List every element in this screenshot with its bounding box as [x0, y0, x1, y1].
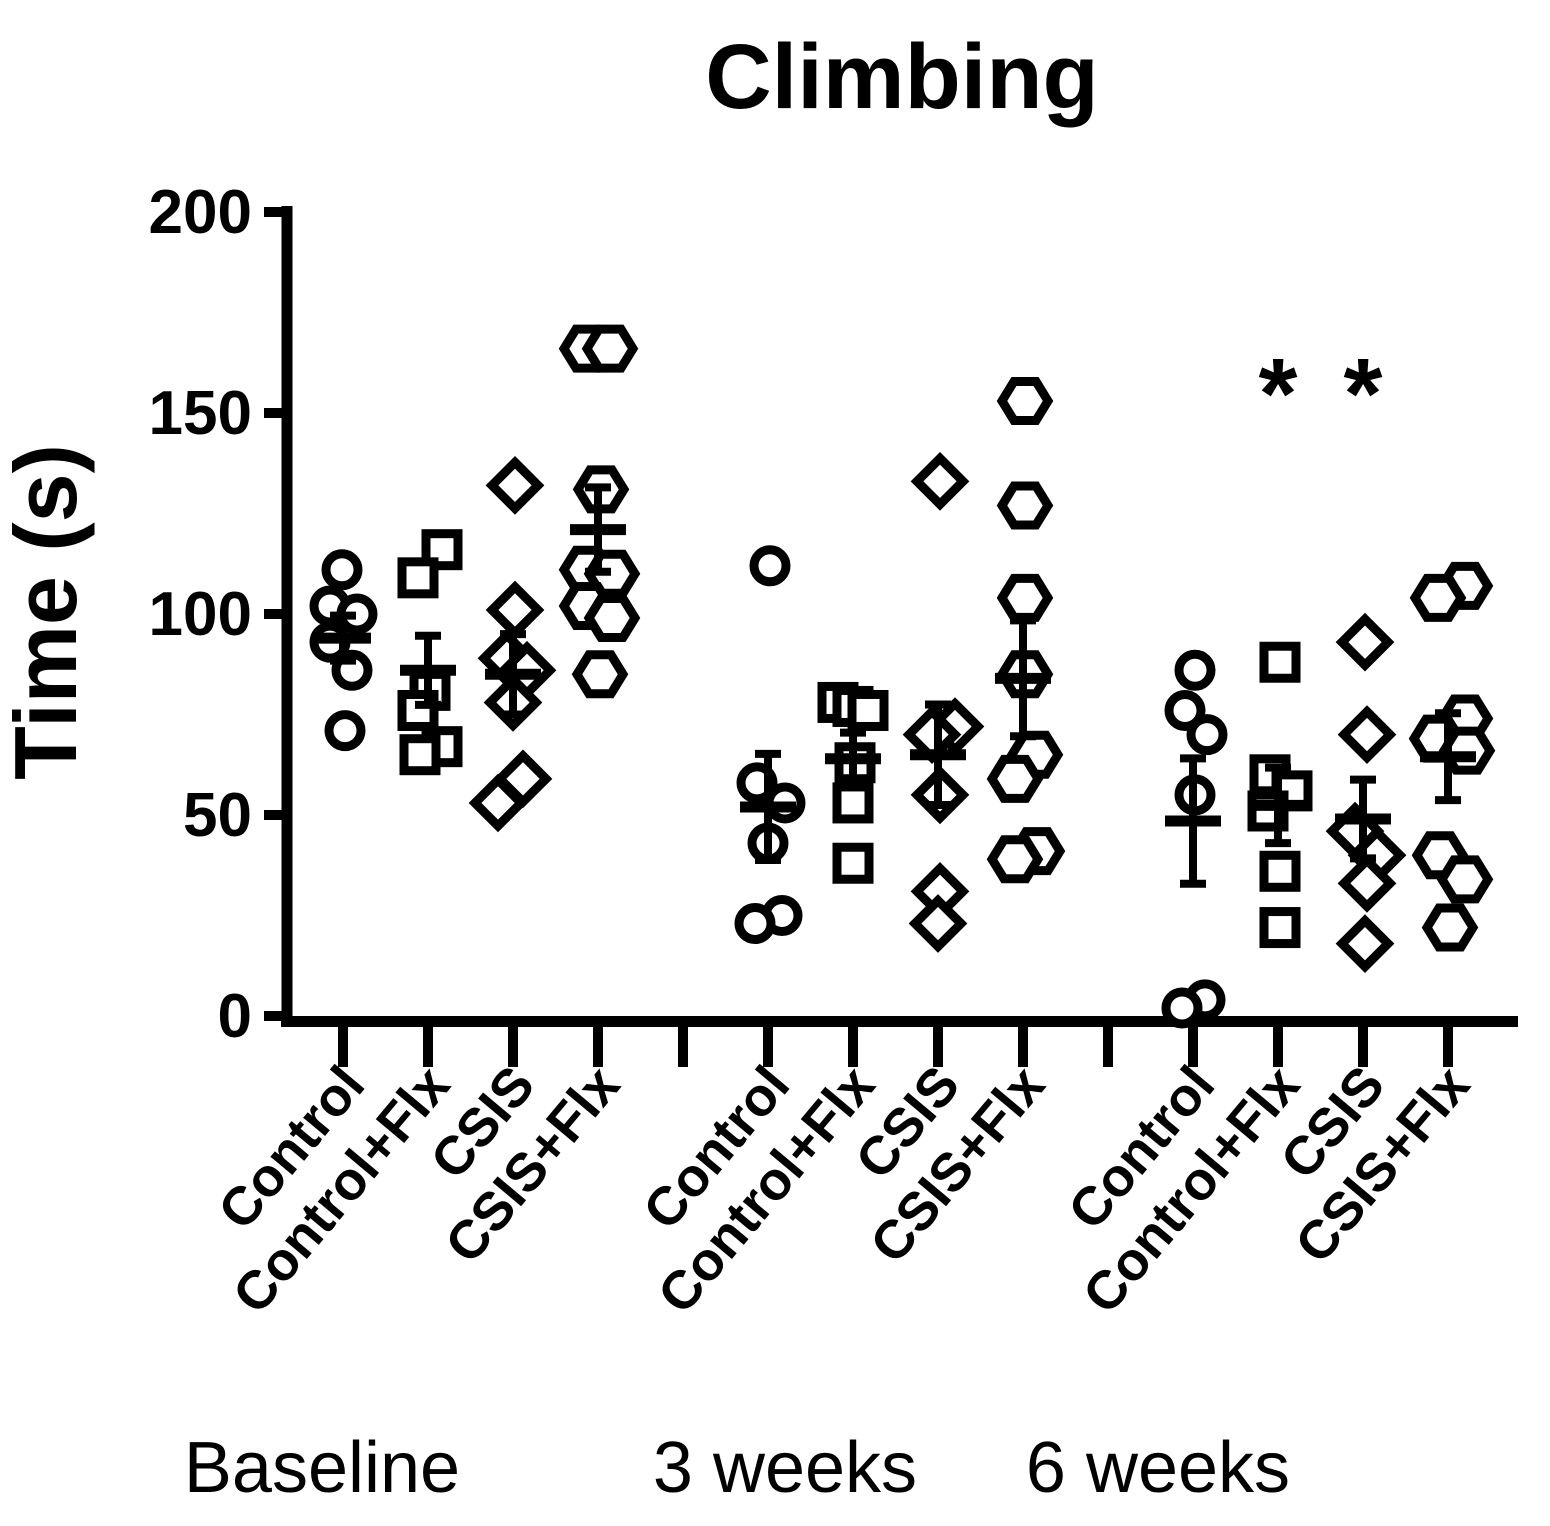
data-point-hexagon: [986, 835, 1044, 884]
y-axis-label: Time (s): [0, 444, 95, 780]
data-point-diamond: [1335, 612, 1395, 672]
data-point-hexagon: [583, 594, 641, 643]
significance-asterisk: *: [1344, 338, 1383, 450]
chart-title: Climbing: [705, 26, 1099, 128]
data-point-diamond: [1337, 853, 1397, 913]
y-tick-label: 0: [218, 982, 252, 1051]
data-point-square: [847, 689, 889, 731]
data-point-hexagon: [1409, 573, 1467, 622]
data-point-diamond: [468, 773, 528, 833]
timepoint-label: Baseline: [184, 1428, 460, 1508]
data-point-circle: [734, 903, 776, 945]
data-point-circle: [324, 710, 366, 752]
data-point-hexagon: [986, 754, 1044, 803]
data-point-square: [397, 557, 439, 599]
data-point-hexagon: [571, 650, 629, 699]
data-point-diamond: [1337, 705, 1397, 764]
data-point-hexagon: [1421, 903, 1479, 952]
timepoint-label: 3 weeks: [653, 1428, 917, 1508]
y-tick-label: 200: [149, 178, 252, 247]
data-point-hexagon: [1436, 855, 1494, 904]
data-point-square: [1259, 850, 1301, 892]
data-point-square: [399, 734, 441, 776]
y-tick-label: 100: [149, 580, 252, 649]
data-point-hexagon: [996, 376, 1054, 425]
data-point-diamond: [910, 451, 970, 511]
y-tick-label: 50: [183, 781, 252, 850]
data-point-square: [832, 782, 874, 824]
data-point-circle: [1174, 649, 1216, 691]
data-point-circle: [1161, 987, 1203, 1029]
plot-area: 050100150200ControlControl+FlxCSISCSIS+F…: [149, 178, 1518, 1508]
data-point-diamond: [908, 894, 968, 953]
data-point-circle: [1164, 689, 1206, 731]
timepoint-label: 6 weeks: [1026, 1428, 1290, 1508]
data-point-square: [1259, 907, 1301, 949]
data-point-hexagon: [996, 573, 1054, 622]
data-point-hexagon: [996, 481, 1054, 530]
data-point-square: [832, 842, 874, 884]
data-point-circle: [749, 545, 791, 587]
data-point-diamond: [1335, 914, 1395, 974]
data-point-diamond: [485, 455, 545, 515]
data-point-square: [1259, 641, 1301, 683]
data-point-circle: [1186, 714, 1228, 756]
data-point-hexagon: [581, 324, 639, 373]
y-tick-label: 150: [149, 379, 252, 448]
significance-asterisk: *: [1259, 338, 1298, 450]
data-point-circle: [321, 549, 363, 591]
data-point-diamond: [485, 580, 545, 640]
